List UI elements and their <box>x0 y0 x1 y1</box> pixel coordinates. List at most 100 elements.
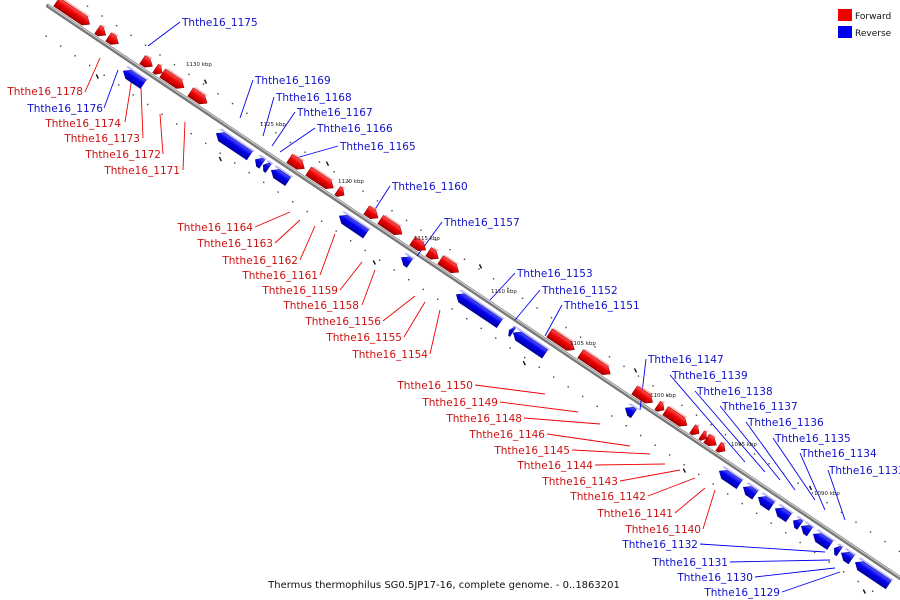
gene-ththe16-1162-bevel <box>340 185 346 189</box>
position-marker-dot <box>248 171 250 174</box>
gene-ththe16-1159-bevel <box>369 205 379 211</box>
position-marker-dot <box>509 347 511 349</box>
gene-label-ththe16-1156: Ththe16_1156 <box>304 316 381 328</box>
position-marker-dot <box>507 287 509 290</box>
gene-ththe16-1146 <box>654 401 665 412</box>
position-marker-dot <box>623 365 625 368</box>
position-marker-dot <box>364 249 366 252</box>
gene-arrows <box>53 0 895 590</box>
position-marker-dot <box>408 279 410 281</box>
gene-ththe16-1173-bevel <box>158 63 164 67</box>
gene-ththe16-1163 <box>305 166 334 190</box>
position-marker-dot <box>86 5 89 7</box>
position-marker-dot <box>683 464 685 466</box>
kbp-tick-mark <box>522 360 526 366</box>
gene-ththe16-1176b-arrow <box>105 32 120 45</box>
gene-label-ththe16-1175: Ththe16_1175 <box>181 17 258 29</box>
gene-ththe16-1144-bevel <box>695 424 701 427</box>
gene-ththe16-1158-bevel <box>383 214 403 227</box>
tick-label-1090: 1090 kbp <box>814 491 840 497</box>
gene-ththe16-1150 <box>546 328 575 351</box>
gene-label-ththe16-1155: Ththe16_1155 <box>325 332 402 344</box>
position-marker-dot <box>536 307 538 309</box>
kbp-tick-mark <box>218 156 222 162</box>
gene-ththe16-1160-bevel <box>342 211 372 230</box>
gene-ththe16-1136 <box>774 507 792 523</box>
legend-reverse-swatch <box>838 26 852 38</box>
position-marker-dot <box>538 366 540 368</box>
gene-ththe16-1177-arrow <box>94 24 107 37</box>
position-marker-dot <box>480 327 482 330</box>
gene-label-ththe16-1148: Ththe16_1148 <box>445 413 522 425</box>
gene-ththe16-1135-arrow <box>793 516 806 530</box>
gene-label-ththe16-1167: Ththe16_1167 <box>296 107 373 119</box>
position-marker-dot <box>843 571 845 573</box>
position-marker-dot <box>115 25 118 27</box>
gene-ththe16-1150-arrow <box>546 328 575 351</box>
position-marker-dot <box>785 532 787 534</box>
gene-ththe16-1172-bevel <box>165 68 185 81</box>
gene-ththe16-1157-bevel <box>404 252 416 260</box>
position-marker-dot <box>74 55 76 57</box>
gene-label-ththe16-1133: Ththe16_1133 <box>828 465 900 477</box>
gene-label-ththe16-1144: Ththe16_1144 <box>516 460 593 472</box>
position-marker-dot <box>521 297 524 299</box>
gene-label-ththe16-1150: Ththe16_1150 <box>396 380 473 392</box>
tick-label-1100: 1100 kbp <box>650 393 676 399</box>
kbp-tick-mark <box>808 485 813 491</box>
gene-ththe16-1138 <box>742 486 759 500</box>
gene-ththe16-1138-bevel <box>746 482 761 491</box>
position-marker-dot <box>666 394 669 397</box>
position-marker-dot <box>159 54 161 56</box>
gene-ththe16-1145 <box>662 406 688 427</box>
gene-ththe16-1176b-bevel <box>111 32 120 37</box>
gene-label-ththe16-1149: Ththe16_1149 <box>421 397 498 409</box>
gene-ththe16-1152-bevel <box>512 325 519 329</box>
position-marker-dot <box>712 483 714 485</box>
position-marker-dot <box>190 133 192 135</box>
gene-ththe16-1178-bevel <box>59 0 91 17</box>
position-marker-dot <box>350 240 352 242</box>
gene-ththe16-1144-arrow <box>689 424 701 436</box>
position-marker-dot <box>495 337 497 339</box>
gene-ththe16-1173-arrow <box>152 63 164 75</box>
gene-ththe16-1146-arrow <box>654 400 666 412</box>
gene-label-ththe16-1158: Ththe16_1158 <box>282 300 359 312</box>
position-marker-dot <box>814 551 816 553</box>
position-marker-dot <box>246 112 248 114</box>
position-marker-dot <box>753 453 756 455</box>
leader-lines <box>84 21 846 593</box>
gene-ththe16-1143 <box>698 430 707 441</box>
gene-ththe16-1174 <box>139 55 153 68</box>
position-marker-dot <box>550 317 553 319</box>
position-marker-dot <box>89 64 91 67</box>
kbp-tick-mark <box>325 161 330 167</box>
gene-ththe16-1147 <box>624 406 637 419</box>
gene-label-ththe16-1130: Ththe16_1130 <box>676 572 753 584</box>
position-marker-dot <box>608 356 611 358</box>
position-marker-dot <box>188 73 190 76</box>
gene-ththe16-1130-arrow <box>854 557 895 590</box>
position-marker-dot <box>857 580 859 583</box>
gene-ththe16-1158-arrow <box>377 214 403 236</box>
gene-ththe16-1171-bevel <box>193 87 208 96</box>
gene-label-ththe16-1154: Ththe16_1154 <box>351 349 428 361</box>
position-marker-dot <box>463 258 466 260</box>
gene-label-ththe16-1138: Ththe16_1138 <box>696 386 773 398</box>
gene-ththe16-1152-arrow <box>508 325 519 337</box>
gene-ththe16-1159-arrow <box>363 205 379 220</box>
tick-label-1115: 1115 kbp <box>414 236 440 242</box>
gene-ththe16-1178 <box>53 0 90 26</box>
position-marker-dot <box>304 151 306 153</box>
gene-ththe16-1151 <box>512 331 548 359</box>
position-marker-dot <box>770 522 772 524</box>
gene-ththe16-1153-bevel <box>459 289 506 320</box>
gene-ththe16-1137 <box>757 496 775 511</box>
gene-ththe16-1172-arrow <box>159 68 185 89</box>
gene-ththe16-1135 <box>793 519 804 530</box>
position-marker-dot <box>405 219 408 222</box>
gene-label-ththe16-1140: Ththe16_1140 <box>624 524 701 536</box>
gene-ththe16-1169-arrow <box>215 128 256 161</box>
gene-ththe16-1162-arrow <box>334 185 346 197</box>
gene-ththe16-1136-arrow <box>774 504 795 523</box>
